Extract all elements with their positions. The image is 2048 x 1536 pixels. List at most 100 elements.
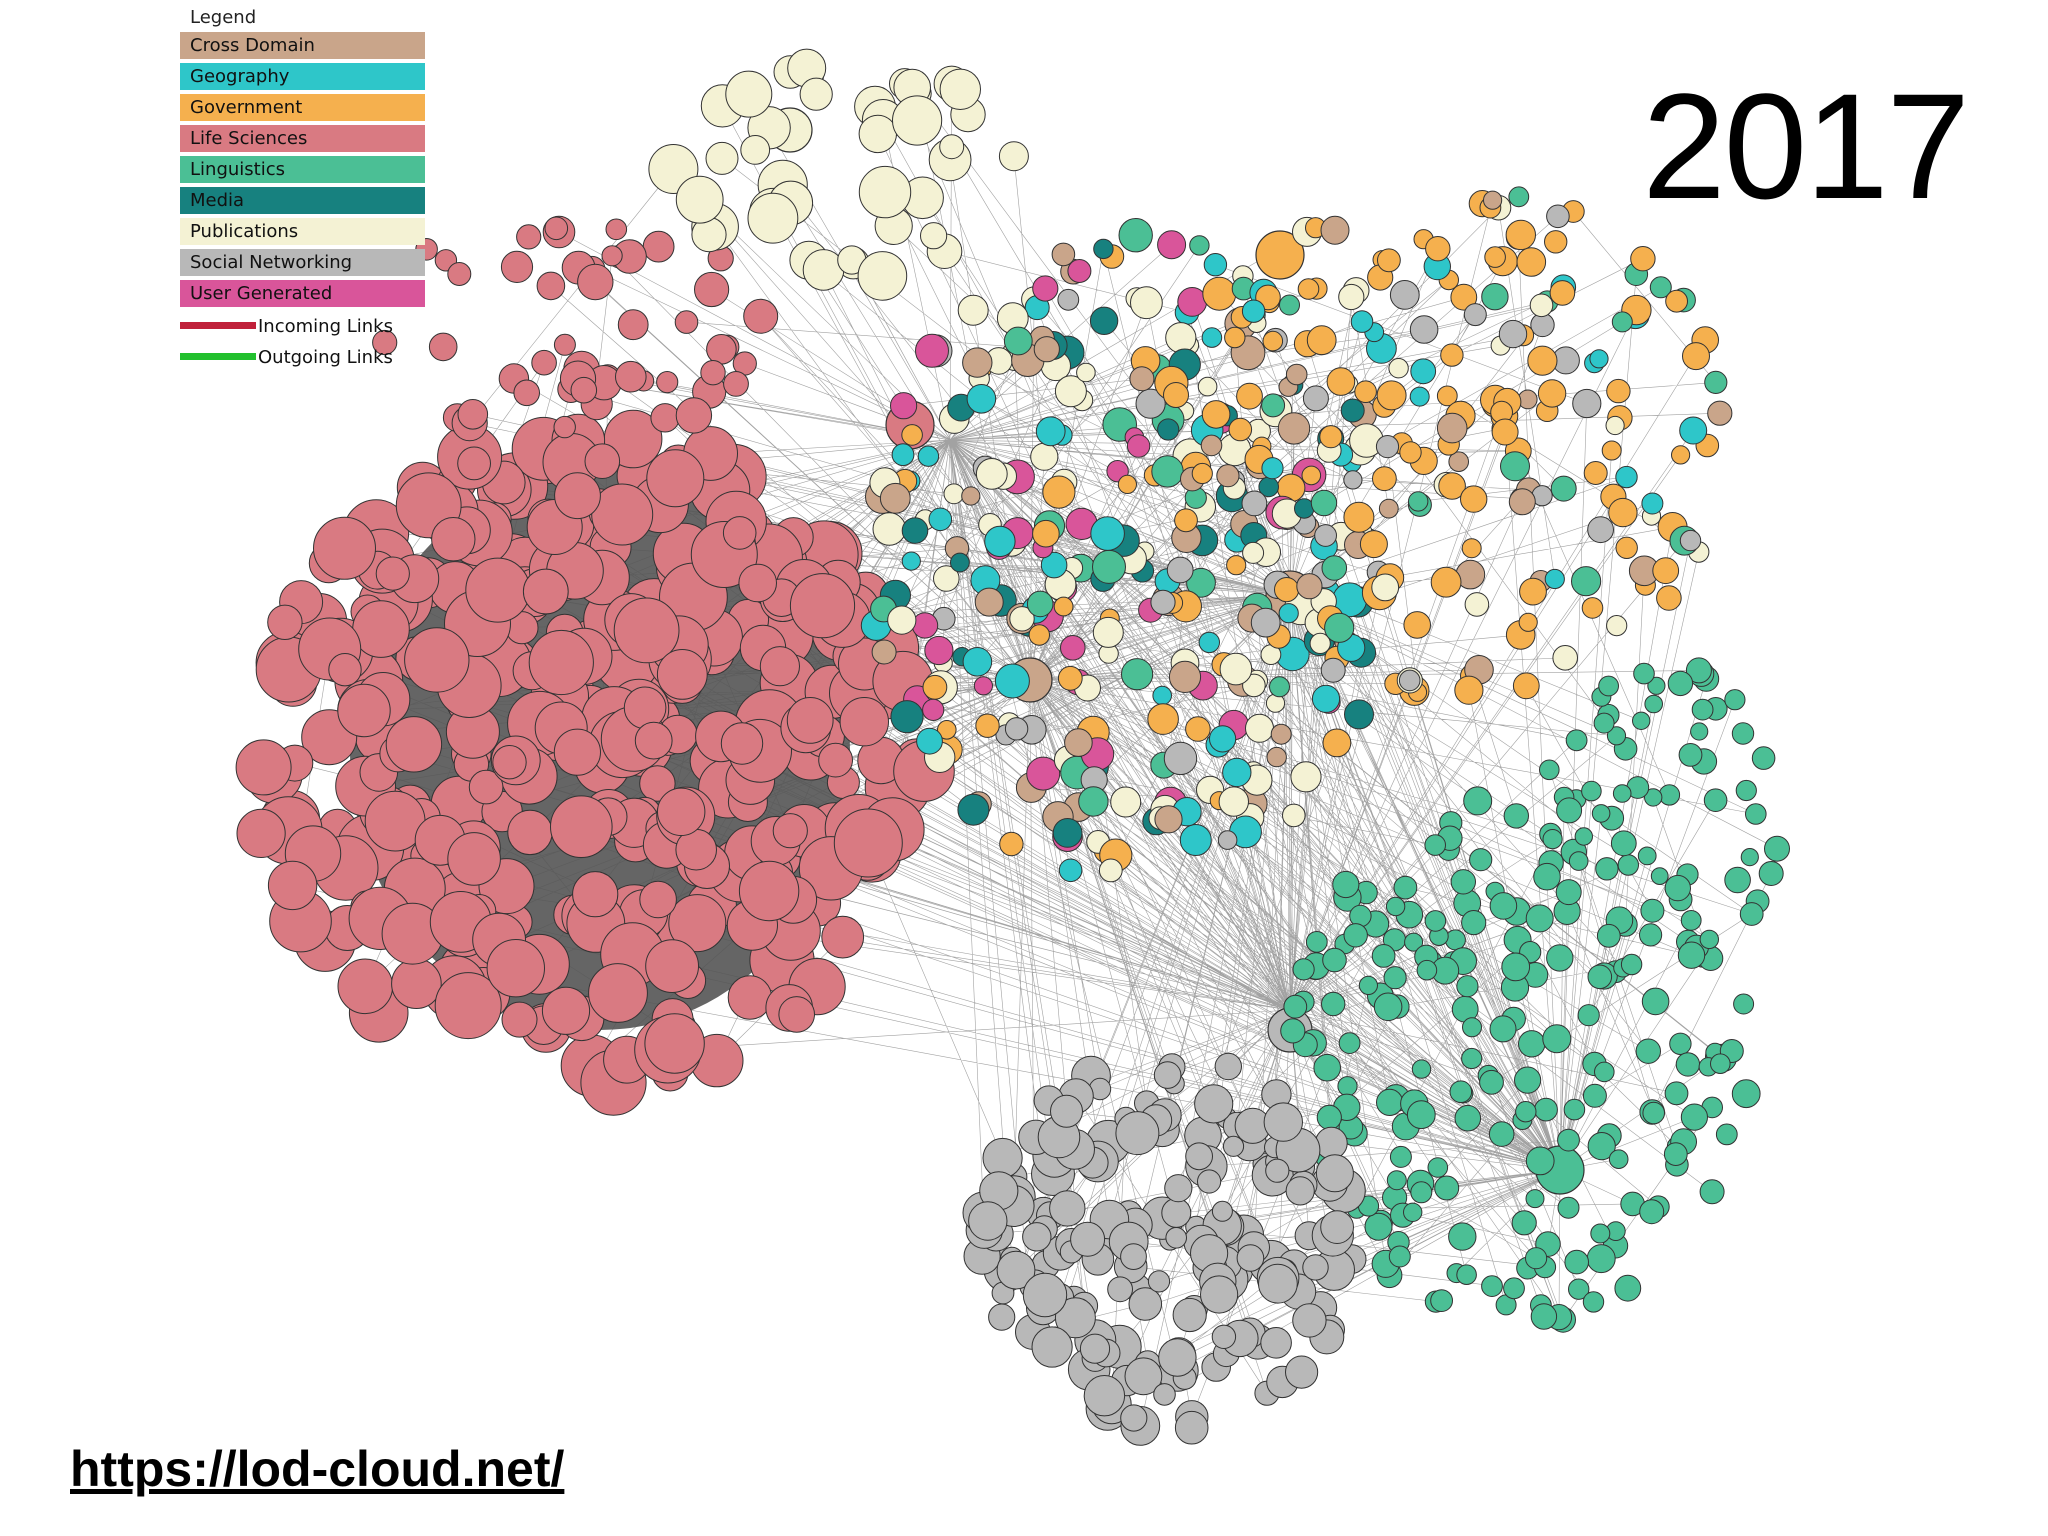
dataset-node — [674, 310, 699, 334]
dataset-node — [1224, 326, 1246, 349]
dataset-node — [1612, 784, 1632, 803]
dataset-node — [1022, 1222, 1052, 1252]
dataset-node — [1481, 1275, 1503, 1297]
dataset-node — [1290, 761, 1322, 793]
dataset-node — [1319, 425, 1343, 449]
dataset-node — [1691, 698, 1714, 721]
dataset-node — [1158, 1338, 1197, 1377]
dataset-node — [1410, 358, 1437, 385]
dataset-node — [1296, 573, 1323, 600]
dataset-node — [1479, 1069, 1504, 1095]
dataset-node — [1583, 461, 1608, 485]
dataset-node — [1489, 1015, 1517, 1043]
dataset-node — [924, 635, 954, 666]
dataset-node — [1089, 306, 1119, 335]
dataset-node — [457, 446, 492, 481]
hub-node — [1255, 230, 1305, 280]
dataset-node — [915, 333, 949, 368]
dataset-node — [1525, 1146, 1555, 1176]
dataset-node — [1321, 555, 1348, 581]
dataset-node — [916, 727, 943, 755]
dataset-node — [1483, 190, 1503, 210]
dataset-node — [939, 134, 965, 160]
dataset-node — [957, 294, 989, 326]
dataset-node — [1165, 1227, 1187, 1249]
dataset-node — [1680, 1103, 1709, 1131]
dataset-node — [1740, 848, 1759, 867]
dataset-node — [1632, 711, 1651, 730]
dataset-node — [975, 713, 1000, 738]
dataset-node — [1644, 694, 1663, 714]
dataset-node — [1129, 366, 1155, 392]
dataset-node — [1092, 616, 1124, 648]
dataset-node — [1549, 280, 1576, 306]
dataset-node — [531, 349, 557, 376]
dataset-node — [1456, 1264, 1477, 1285]
dataset-node — [1563, 1098, 1586, 1121]
dataset-node — [1274, 577, 1300, 603]
dataset-node — [727, 975, 773, 1020]
dataset-node — [1309, 632, 1331, 655]
dataset-node — [1590, 1223, 1611, 1244]
dataset-node — [1679, 416, 1708, 445]
dataset-node — [235, 739, 292, 796]
dataset-node — [1179, 824, 1212, 856]
dataset-node — [1450, 869, 1477, 895]
source-url[interactable]: https://lod-cloud.net/ — [70, 1441, 565, 1497]
dataset-node — [1484, 246, 1506, 268]
dataset-node — [996, 1250, 1036, 1290]
dataset-node — [516, 224, 542, 250]
dataset-node — [738, 860, 800, 922]
dataset-node — [1222, 757, 1252, 788]
dataset-node — [1427, 1157, 1449, 1178]
dataset-node — [553, 333, 576, 356]
dataset-node — [937, 720, 957, 740]
dataset-node — [1314, 524, 1337, 547]
dataset-node — [605, 218, 628, 241]
dataset-node — [1436, 412, 1468, 444]
dataset-node — [1745, 803, 1767, 825]
dataset-node — [968, 1201, 1008, 1241]
dataset-node — [1527, 345, 1558, 376]
dataset-node — [522, 568, 569, 615]
dataset-node — [1285, 1176, 1315, 1206]
dataset-node — [1699, 1179, 1725, 1205]
legend-item-life-sciences: Life Sciences — [180, 125, 425, 152]
dataset-node — [553, 728, 602, 776]
dataset-node — [1710, 1053, 1731, 1074]
dataset-node — [1358, 975, 1379, 996]
dataset-node — [1315, 1154, 1354, 1193]
dataset-node — [1040, 551, 1068, 579]
dataset-node — [1052, 818, 1083, 848]
dataset-node — [1128, 1287, 1163, 1321]
dataset-node — [1641, 492, 1664, 515]
dataset-node — [1525, 1189, 1545, 1209]
dataset-node — [975, 458, 1008, 490]
dataset-node — [1157, 230, 1187, 260]
dataset-node — [1277, 412, 1311, 445]
dataset-node — [1164, 1174, 1193, 1203]
dataset-node — [1656, 585, 1682, 611]
dataset-node — [1118, 218, 1153, 253]
dataset-node — [1261, 457, 1284, 480]
dataset-node — [1350, 310, 1374, 333]
dataset-node — [1639, 923, 1663, 947]
dataset-node — [1571, 566, 1602, 597]
legend-item-linguistics: Linguistics — [180, 156, 425, 183]
dataset-node — [1372, 466, 1397, 492]
dataset-node — [615, 360, 647, 393]
dataset-node — [1678, 743, 1703, 767]
dataset-node — [1110, 786, 1142, 818]
dataset-node — [1568, 851, 1589, 871]
dataset-node — [1425, 236, 1451, 262]
dataset-node — [507, 809, 553, 856]
dataset-node — [1664, 1081, 1689, 1106]
dataset-node — [738, 563, 778, 603]
dataset-node — [1500, 451, 1530, 482]
legend-item-media: Media — [180, 187, 425, 214]
dataset-node — [1154, 805, 1183, 834]
dataset-node — [1186, 567, 1216, 598]
dataset-node — [601, 245, 623, 267]
dataset-node — [642, 230, 675, 263]
dataset-node — [1201, 327, 1223, 348]
